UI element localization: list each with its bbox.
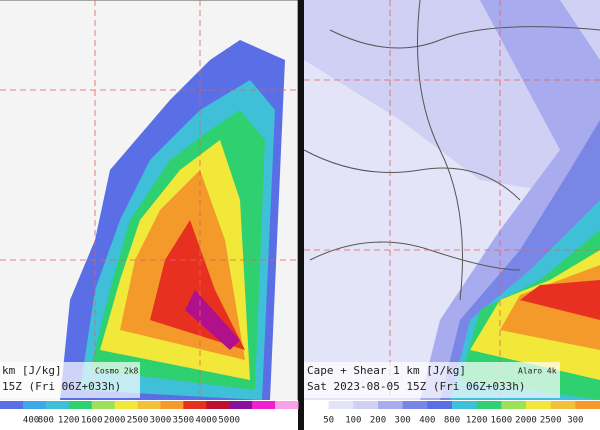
right-title: Cape + Shear 1 km [J/kg] — [307, 364, 466, 377]
colorbar-swatch — [476, 401, 502, 409]
colorbar-swatch — [275, 401, 299, 409]
colorbar-swatch — [114, 401, 139, 409]
colorbar-label: 4000 — [195, 416, 217, 426]
colorbar-swatch — [304, 401, 330, 409]
left-map — [0, 0, 298, 400]
colorbar-label: 3500 — [173, 416, 195, 426]
colorbar-label: 200 — [370, 416, 386, 426]
right-time: Sat 2023-08-05 15Z (Fri 06Z+033h) — [307, 380, 526, 393]
colorbar-swatch — [526, 401, 552, 409]
left-model: Cosmo 2k8 — [95, 367, 139, 376]
colorbar-swatch — [91, 401, 116, 409]
colorbar-label: 400 — [23, 416, 39, 426]
colorbar-label: 800 — [444, 416, 460, 426]
colorbar-swatch — [427, 401, 453, 409]
colorbar-label: 1200 — [466, 416, 488, 426]
colorbar-label: 300 — [567, 416, 583, 426]
left-time: 15Z (Fri 06Z+033h) — [2, 380, 121, 393]
colorbar-swatch — [402, 401, 428, 409]
colorbar-label: 2500 — [540, 416, 562, 426]
colorbar-swatch — [378, 401, 404, 409]
colorbar-swatch — [252, 401, 276, 409]
colorbar-label: 2500 — [127, 416, 149, 426]
colorbar-label: 1600 — [81, 416, 103, 426]
colorbar-label: 5000 — [218, 416, 240, 426]
colorbar-label: 800 — [38, 416, 54, 426]
colorbar-swatch — [575, 401, 600, 409]
colorbar-swatch — [206, 401, 230, 409]
colorbar-label: 2000 — [515, 416, 537, 426]
colorbar-label: 1600 — [490, 416, 512, 426]
colorbar-label: 2000 — [104, 416, 126, 426]
colorbar-swatch — [452, 401, 478, 409]
colorbar-swatch — [353, 401, 379, 409]
colorbar-swatch — [45, 401, 70, 409]
right-model: Alaro 4k — [518, 367, 557, 376]
colorbar-label: 400 — [419, 416, 435, 426]
colorbar-swatch — [22, 401, 47, 409]
colorbar-swatch — [183, 401, 207, 409]
colorbar-label: 1200 — [58, 416, 80, 426]
colorbar-swatch — [137, 401, 161, 409]
colorbar-swatch — [0, 401, 24, 409]
colorbar-swatch — [229, 401, 253, 409]
right-map — [304, 0, 600, 400]
colorbar-label: 300 — [395, 416, 411, 426]
colorbar-swatch — [550, 401, 576, 409]
colorbar-label: 50 — [323, 416, 334, 426]
left-title: km [J/kg] — [2, 364, 62, 377]
colorbar-swatch — [160, 401, 184, 409]
colorbar-swatch — [68, 401, 93, 409]
colorbar-label: 100 — [345, 416, 361, 426]
colorbar-swatch — [328, 401, 354, 409]
divider — [298, 0, 304, 430]
colorbar-label: 3000 — [150, 416, 172, 426]
colorbar-swatch — [501, 401, 527, 409]
